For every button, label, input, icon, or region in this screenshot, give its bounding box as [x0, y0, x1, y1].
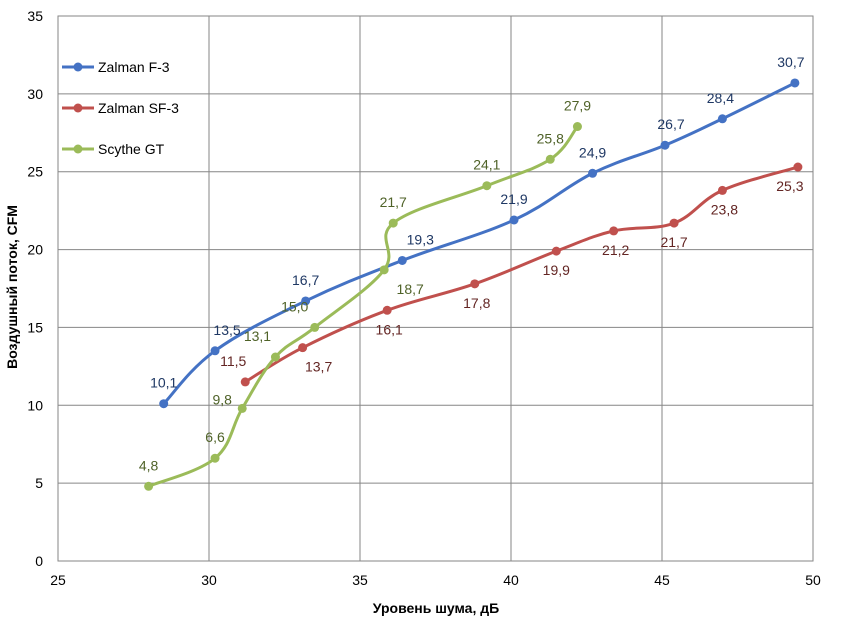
data-point-zalman-sf-3 — [240, 377, 250, 387]
data-label-scythe-gt: 27,9 — [564, 98, 591, 114]
y-tick-label: 0 — [35, 553, 43, 569]
data-label-zalman-f-3: 16,7 — [292, 272, 319, 288]
x-tick-label: 35 — [352, 572, 368, 588]
data-label-zalman-f-3: 13,5 — [213, 322, 240, 338]
y-tick-label: 25 — [27, 164, 43, 180]
data-label-scythe-gt: 15,0 — [281, 298, 308, 314]
legend-marker-zalman-sf-3 — [73, 103, 83, 113]
series-line-zalman-sf-3 — [243, 165, 800, 384]
data-labels: 10,1 13,5 16,7 19,3 21,9 24,9 26,7 28,4 30,7 11,5… — [139, 54, 805, 473]
data-label-zalman-f-3: 19,3 — [407, 231, 434, 247]
data-point-zalman-f-3 — [790, 78, 800, 88]
plot-frame — [57, 15, 814, 562]
data-label-zalman-f-3: 30,7 — [777, 54, 804, 70]
series-lines — [147, 81, 800, 488]
data-point-zalman-sf-3 — [669, 218, 679, 228]
data-label-zalman-f-3: 28,4 — [707, 90, 734, 106]
data-label-zalman-sf-3: 11,5 — [220, 353, 246, 369]
y-tick-label: 20 — [27, 242, 43, 258]
data-point-scythe-gt — [237, 403, 247, 413]
data-point-zalman-f-3 — [210, 346, 220, 356]
x-tick-label: 45 — [654, 572, 670, 588]
series-points — [144, 78, 803, 491]
data-label-scythe-gt: 21,7 — [380, 194, 407, 210]
data-point-zalman-f-3 — [717, 114, 727, 124]
data-point-scythe-gt — [210, 453, 220, 463]
data-point-zalman-f-3 — [588, 168, 598, 178]
data-point-scythe-gt — [310, 322, 320, 332]
data-point-scythe-gt — [379, 265, 389, 275]
data-point-scythe-gt — [482, 181, 492, 191]
data-label-zalman-f-3: 21,9 — [500, 191, 527, 207]
data-point-zalman-f-3 — [397, 255, 407, 265]
data-point-zalman-sf-3 — [382, 305, 392, 315]
data-label-scythe-gt: 24,1 — [473, 157, 500, 173]
data-label-scythe-gt: 18,7 — [397, 281, 424, 297]
x-tick-label: 40 — [503, 572, 519, 588]
data-label-zalman-sf-3: 19,9 — [543, 262, 570, 278]
series-line-scythe-gt — [147, 125, 579, 488]
x-tick-label: 50 — [805, 572, 821, 588]
x-tick-label: 25 — [50, 572, 66, 588]
x-tick-label: 30 — [201, 572, 217, 588]
data-point-zalman-f-3 — [660, 140, 670, 150]
data-label-scythe-gt: 25,8 — [537, 130, 564, 146]
data-point-zalman-f-3 — [159, 399, 169, 409]
y-axis-title: Воздушный поток, CFM — [4, 205, 20, 369]
data-label-zalman-f-3: 24,9 — [579, 144, 606, 160]
data-label-scythe-gt: 13,1 — [244, 328, 271, 344]
y-tick-label: 5 — [35, 475, 43, 491]
y-tick-label: 10 — [27, 397, 43, 413]
data-point-scythe-gt — [270, 352, 280, 362]
legend-marker-zalman-f-3 — [73, 62, 83, 72]
data-label-zalman-sf-3: 25,3 — [776, 178, 803, 194]
data-point-zalman-sf-3 — [793, 162, 803, 172]
data-point-zalman-sf-3 — [609, 226, 619, 236]
data-label-scythe-gt: 9,8 — [212, 391, 232, 407]
data-label-zalman-f-3: 26,7 — [657, 116, 684, 132]
legend-label-zalman-sf-3: Zalman SF-3 — [98, 100, 179, 116]
data-point-scythe-gt — [388, 218, 398, 228]
legend-label-zalman-f-3: Zalman F-3 — [98, 59, 170, 75]
data-label-zalman-f-3: 10,1 — [150, 375, 177, 391]
data-point-scythe-gt — [572, 122, 582, 132]
data-point-zalman-sf-3 — [470, 279, 480, 289]
y-tick-label: 30 — [27, 86, 43, 102]
data-label-zalman-sf-3: 17,8 — [463, 295, 490, 311]
data-point-zalman-sf-3 — [551, 246, 561, 256]
data-label-zalman-sf-3: 16,1 — [376, 321, 403, 337]
y-tick-label: 35 — [27, 8, 43, 24]
legend-label-scythe-gt: Scythe GT — [98, 141, 165, 157]
x-axis-ticks: 25 30 35 40 45 50 — [50, 572, 821, 588]
data-label-zalman-sf-3: 13,7 — [305, 359, 332, 375]
data-label-scythe-gt: 6,6 — [205, 429, 225, 445]
data-point-zalman-sf-3 — [717, 185, 727, 195]
chart-grid — [57, 15, 814, 562]
data-point-zalman-f-3 — [509, 215, 519, 225]
data-label-zalman-sf-3: 21,2 — [602, 242, 629, 258]
legend-marker-scythe-gt — [73, 144, 83, 154]
x-axis-title: Уровень шума, дБ — [373, 600, 499, 616]
data-label-zalman-sf-3: 21,7 — [660, 234, 687, 250]
y-axis-ticks: 0 5 10 15 20 25 30 35 — [27, 8, 43, 569]
series-line-zalman-f-3 — [162, 81, 797, 406]
data-point-scythe-gt — [545, 154, 555, 164]
data-label-scythe-gt: 4,8 — [139, 457, 159, 473]
legend: Zalman F-3 Zalman SF-3 Scythe GT — [62, 59, 179, 157]
data-point-zalman-f-3 — [301, 296, 311, 306]
data-point-zalman-sf-3 — [298, 343, 308, 353]
data-point-scythe-gt — [144, 481, 154, 491]
y-tick-label: 15 — [27, 319, 43, 335]
data-label-zalman-sf-3: 23,8 — [711, 201, 738, 217]
